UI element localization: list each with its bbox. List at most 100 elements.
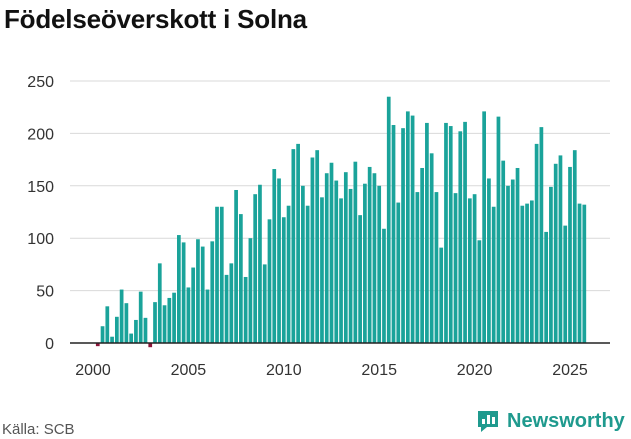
bar xyxy=(114,316,119,343)
chart-title: Födelseöverskott i Solna xyxy=(4,4,307,34)
bar xyxy=(277,178,281,343)
bar xyxy=(515,167,520,343)
bar xyxy=(358,215,362,343)
bar-chart: 0 50 100 150 200 250 2000 2005 2010 2015 2020 2025 xyxy=(27,74,610,379)
bar xyxy=(286,205,291,343)
bar xyxy=(334,180,339,343)
bar xyxy=(482,111,487,343)
bar xyxy=(353,161,358,343)
bar xyxy=(229,263,234,343)
bar xyxy=(444,122,448,343)
bar xyxy=(315,150,320,343)
bar xyxy=(324,173,329,343)
bar xyxy=(329,162,334,343)
x-tick-label: 2010 xyxy=(266,362,302,379)
x-tick-label: 2015 xyxy=(361,362,397,379)
bar xyxy=(291,149,296,343)
newsworthy-logo-icon xyxy=(478,411,498,432)
bar xyxy=(95,343,100,347)
bar xyxy=(458,131,463,343)
bar xyxy=(186,287,191,343)
bar xyxy=(506,185,510,343)
bar xyxy=(105,306,110,343)
bar xyxy=(363,183,367,343)
bar xyxy=(563,225,568,343)
y-tick-label: 100 xyxy=(27,231,54,248)
bar xyxy=(181,242,186,343)
bar xyxy=(148,343,153,348)
bar xyxy=(219,206,224,343)
bar xyxy=(410,115,415,343)
x-tick-label: 2000 xyxy=(75,362,111,379)
bar xyxy=(568,166,572,343)
bar xyxy=(110,336,114,343)
bar xyxy=(301,185,305,343)
y-tick-label: 50 xyxy=(36,284,54,301)
bar xyxy=(577,203,582,343)
bar xyxy=(549,186,553,343)
bar xyxy=(372,173,377,343)
bar xyxy=(119,289,124,343)
bar xyxy=(477,240,482,343)
bar xyxy=(196,239,200,343)
x-tick-label: 2025 xyxy=(552,362,588,379)
bar xyxy=(157,263,162,343)
y-tick-label: 250 xyxy=(27,74,54,91)
bar xyxy=(200,246,205,343)
bar xyxy=(496,116,501,343)
bar xyxy=(143,317,148,343)
x-tick-label: 2020 xyxy=(457,362,493,379)
bar xyxy=(510,179,515,343)
bar xyxy=(262,264,267,343)
bar xyxy=(391,125,396,344)
y-tick-label: 200 xyxy=(27,126,54,143)
bar xyxy=(176,235,181,343)
y-axis-ticks: 0 50 100 150 200 250 xyxy=(27,74,54,353)
bar xyxy=(539,127,544,343)
bar xyxy=(172,292,176,343)
bar xyxy=(138,291,143,343)
bar xyxy=(467,198,472,343)
bar xyxy=(534,143,539,343)
bar xyxy=(258,184,262,343)
bar xyxy=(472,194,477,343)
bar xyxy=(210,241,215,343)
bar xyxy=(582,204,587,343)
bar xyxy=(124,303,129,343)
bar xyxy=(405,111,410,343)
bar xyxy=(339,198,343,343)
bar xyxy=(401,128,405,343)
x-axis-ticks: 2000 2005 2010 2015 2020 2025 xyxy=(75,362,588,379)
bar xyxy=(234,189,238,343)
bar xyxy=(153,302,157,343)
bar xyxy=(525,203,529,343)
bar xyxy=(248,238,253,343)
bar xyxy=(572,150,577,343)
bar xyxy=(544,231,549,343)
bar xyxy=(439,247,444,343)
bar xyxy=(429,153,434,343)
bar xyxy=(491,206,496,343)
bar xyxy=(396,202,401,343)
bar xyxy=(134,319,138,343)
bar xyxy=(348,188,353,343)
bar xyxy=(434,192,439,343)
x-tick-label: 2005 xyxy=(171,362,207,379)
bar xyxy=(558,155,563,343)
bar xyxy=(296,143,300,343)
bar xyxy=(448,126,453,344)
bar xyxy=(463,121,467,343)
bar xyxy=(520,205,525,343)
bar xyxy=(243,276,248,343)
bar xyxy=(415,192,420,343)
bar xyxy=(487,178,491,343)
bar xyxy=(305,205,310,343)
bar xyxy=(553,163,558,343)
bar xyxy=(191,267,196,343)
bar xyxy=(501,160,506,343)
bars xyxy=(95,96,587,348)
bar xyxy=(529,200,534,343)
bar xyxy=(382,228,386,343)
brand-logo: Newsworthy xyxy=(475,408,625,434)
bar xyxy=(367,166,372,343)
